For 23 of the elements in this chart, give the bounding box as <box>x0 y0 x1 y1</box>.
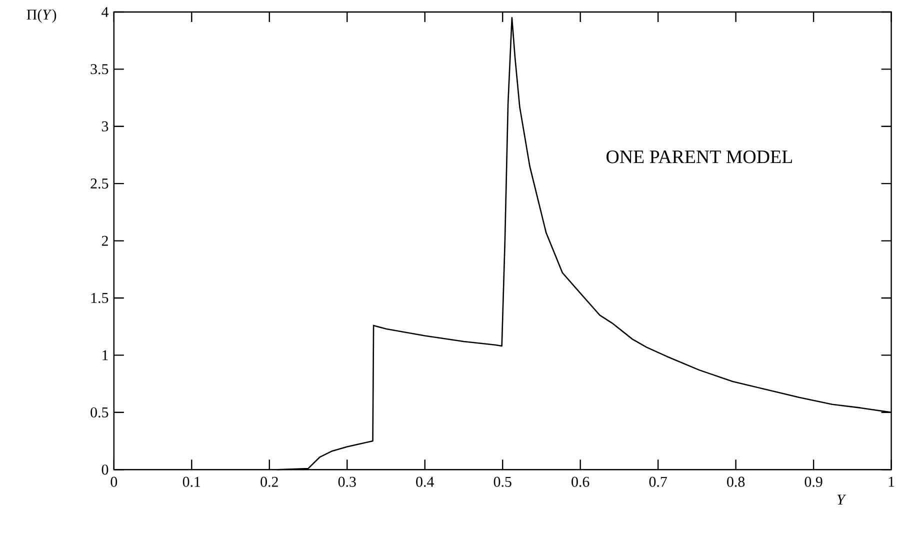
x-tick-label: 0.9 <box>804 477 822 488</box>
y-axis-title: Π(Y) <box>26 9 56 23</box>
y-tick-label: 1.5 <box>91 293 108 304</box>
y-tick-label: 0 <box>102 464 108 475</box>
x-tick-label: 0.2 <box>260 477 278 488</box>
y-tick-label: 4 <box>102 7 108 18</box>
x-tick-label: 0.6 <box>572 477 590 488</box>
x-tick-label: 1 <box>888 477 894 487</box>
y-tick-label: 2 <box>102 236 108 246</box>
y-tick-label: 2.5 <box>90 178 108 189</box>
y-tick-label: 3 <box>102 122 108 132</box>
y-tick-label: 3.5 <box>90 64 108 74</box>
x-tick-label: 0.5 <box>494 477 512 488</box>
x-tick-label: 0.8 <box>727 477 745 488</box>
x-tick-label: 0.3 <box>338 477 356 488</box>
x-axis-title: Y <box>837 494 846 505</box>
y-tick-label: 1 <box>102 350 108 360</box>
x-tick-label: 0.4 <box>416 477 434 488</box>
x-tick-label: 0 <box>110 477 118 488</box>
x-tick-label: 0.1 <box>182 477 200 488</box>
y-tick-label: 0.5 <box>90 408 108 418</box>
x-tick-label: 0.7 <box>649 477 667 488</box>
annotation: ONE PARENT MODEL <box>606 150 792 164</box>
